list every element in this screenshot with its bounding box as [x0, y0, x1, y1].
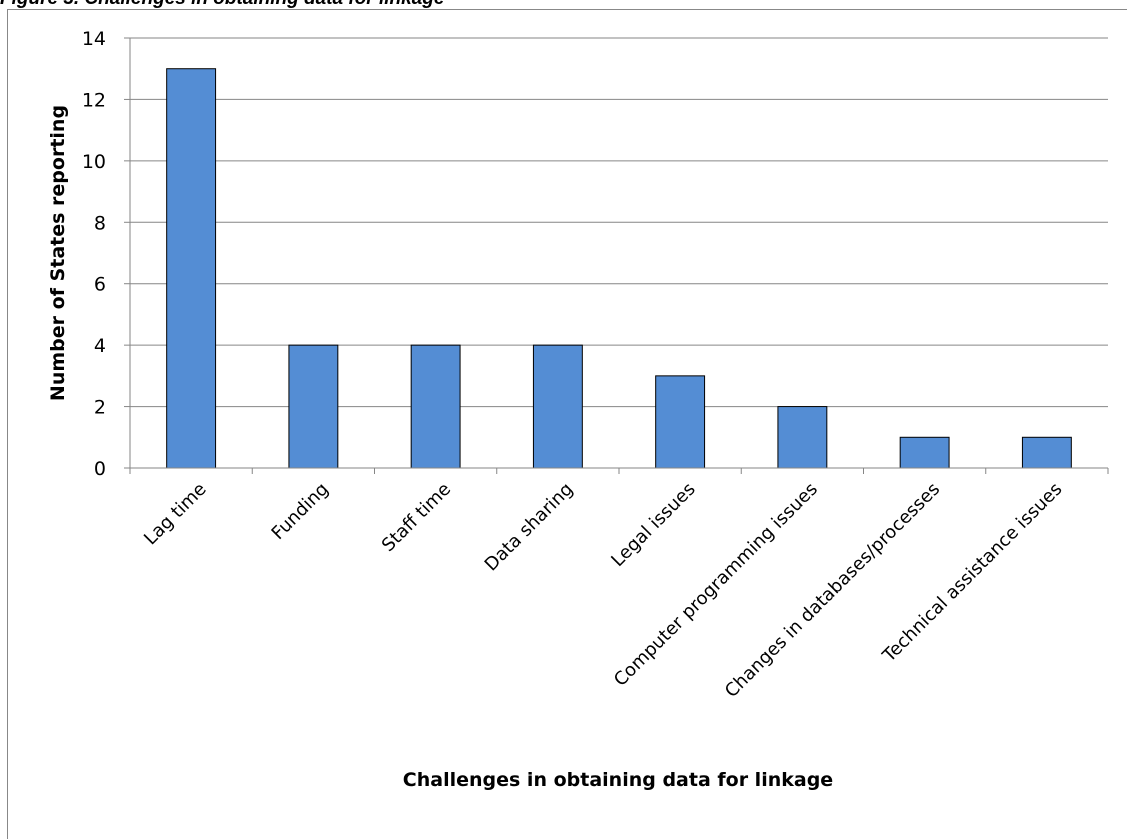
y-tick-label: 14 [82, 28, 106, 50]
y-axis-ticks: 0 2 4 6 8 10 12 14 [82, 28, 130, 480]
axes [129, 38, 1109, 474]
y-tick-label: 6 [94, 274, 106, 296]
bar [777, 406, 828, 469]
bar [410, 344, 461, 469]
x-tick-label: Staff time [378, 479, 455, 556]
bar [1021, 436, 1072, 469]
bar [288, 344, 339, 469]
y-tick-label: 4 [94, 335, 106, 357]
bar [166, 68, 217, 469]
x-axis-label: Challenges in obtaining data for linkage [403, 769, 833, 791]
chart-frame [7, 9, 1127, 839]
x-tick-label: Changes in databases/processes [721, 479, 944, 702]
x-tick-label: Data sharing [481, 479, 578, 576]
gridlines [130, 37, 1108, 408]
bar [899, 436, 950, 469]
y-tick-label: 10 [82, 151, 106, 173]
bar [532, 344, 583, 469]
y-tick-label: 2 [94, 397, 106, 419]
y-tick-label: 8 [94, 212, 106, 234]
x-tick-label: Lag time [140, 479, 211, 550]
y-tick-label: 0 [94, 458, 106, 480]
x-tick-label: Funding [268, 479, 333, 544]
y-tick-label: 12 [82, 89, 106, 111]
x-tick-label: Legal issues [607, 479, 699, 571]
figure-caption: Figure 3. Challenges in obtaining data f… [0, 0, 444, 10]
bars [166, 68, 1072, 469]
bar [655, 375, 706, 469]
x-tick-label: Computer programming issues [610, 479, 822, 691]
x-axis-tick-labels: Lag time Funding Staff time Data sharing Leg… [140, 479, 1066, 702]
y-axis-label: Number of States reporting [47, 105, 69, 401]
